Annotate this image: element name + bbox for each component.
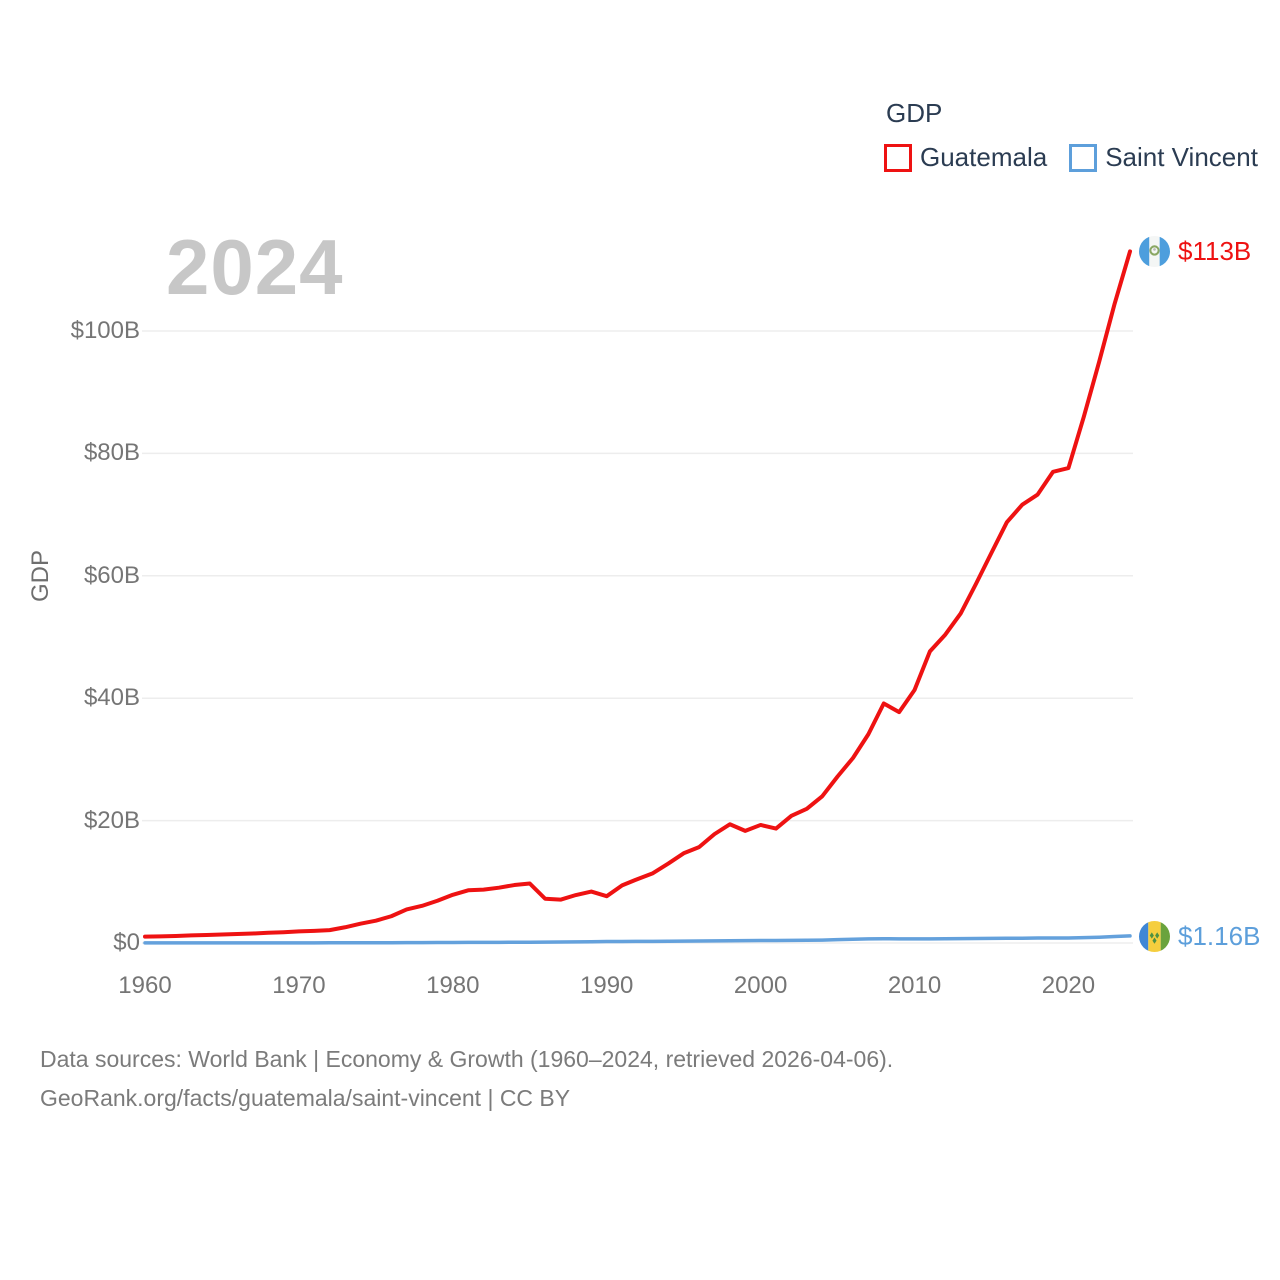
legend-label-guatemala: Guatemala	[920, 142, 1048, 172]
y-tick-label: $20B	[83, 806, 140, 834]
watermark-year: 2024	[166, 223, 344, 311]
y-tick-label: $0	[113, 929, 140, 956]
x-tick-label: 1980	[426, 972, 480, 999]
x-tick-label: 2000	[733, 972, 788, 999]
legend-label-saint-vincent: Saint Vincent	[1105, 142, 1258, 172]
saint-vincent-end-label: $1.16B	[1139, 921, 1260, 952]
saint-vincent-swatch-icon	[1069, 143, 1098, 172]
x-tick-label: 1990	[580, 972, 634, 999]
legend-title: GDP	[886, 98, 943, 128]
guatemala-end-label: $113B	[1139, 236, 1251, 267]
saint-vincent-flag-icon	[1139, 921, 1170, 952]
y-tick-label: $40B	[83, 684, 140, 712]
x-tick-label: 1970	[272, 972, 326, 999]
legend-item-saint-vincent[interactable]: Saint Vincent	[1069, 142, 1258, 173]
footer-data-sources: Data sources: World Bank | Economy & Gro…	[40, 1046, 894, 1072]
guatemala-end-value: $113B	[1178, 236, 1252, 266]
x-tick-label: 1960	[118, 972, 172, 999]
footer-attribution: GeoRank.org/facts/guatemala/saint-vincen…	[40, 1085, 571, 1111]
series-line-saint-vincent[interactable]	[143, 934, 1132, 945]
guatemala-flag-icon	[1139, 236, 1170, 267]
guatemala-swatch-icon	[884, 143, 912, 172]
y-tick-label: $60B	[83, 561, 140, 589]
series-line-guatemala[interactable]	[143, 249, 1132, 939]
x-tick-label: 2010	[887, 972, 942, 999]
y-tick-label: $100B	[70, 317, 140, 344]
y-tick-label: $80B	[83, 439, 140, 467]
x-tick-label: 2020	[1041, 972, 1096, 999]
legend: Guatemala Saint Vincent	[884, 142, 1258, 173]
saint-vincent-end-value: $1.16B	[1178, 921, 1261, 951]
legend-item-guatemala[interactable]: Guatemala	[884, 142, 1047, 173]
